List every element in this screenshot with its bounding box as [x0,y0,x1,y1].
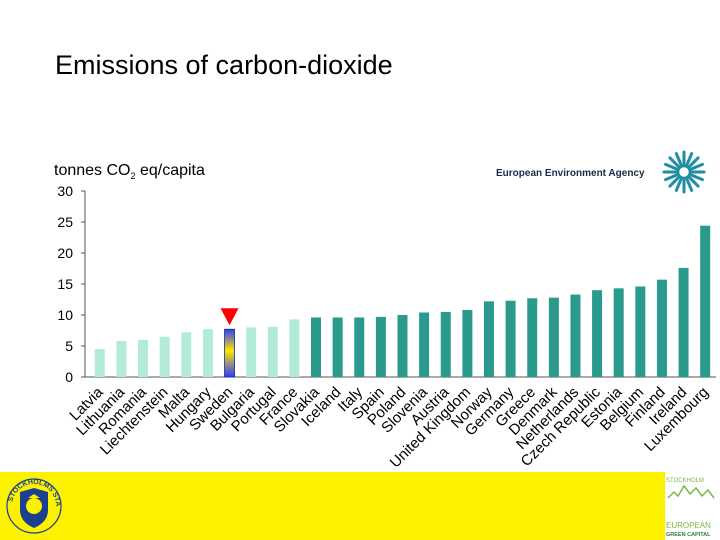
y-tick-label: 30 [57,183,73,199]
bar-iceland [332,317,343,377]
eea-emblem-icon [662,150,706,194]
bar-france [289,319,300,377]
green-capital-line2: EUROPEAN [666,521,711,530]
y-tick-label: 20 [57,245,73,261]
bar-ireland [678,267,689,377]
green-capital-line1: STOCKHOLM [666,478,704,484]
emblem-ray [668,156,680,168]
bar-malta [181,332,192,377]
bar-finland [656,279,667,377]
emblem-ray [664,173,679,182]
stockholm-crest-icon: STOCKHOLMS STAD [4,474,62,534]
y-axis-label: tonnes CO2 eq/capita [54,162,205,181]
bar-slovenia [419,312,430,377]
emblem-ray [685,152,694,167]
bar-italy [354,317,365,377]
footer-band: STOCKHOLMS STAD STOCKHOLM EUROPEAN GREEN… [0,472,720,540]
bar-norway [483,301,494,377]
agency-name: European Environment Agency [496,168,645,179]
y-tick-label: 0 [65,369,73,385]
emblem-ray [664,162,679,171]
emissions-chart: tonnes CO2 eq/capita 0 5 10 15 20 25 30 Latvia… [54,150,716,471]
bar-hungary [202,329,213,377]
emblem-ray [685,177,694,192]
bar-sweden [224,328,235,378]
bar-latvia [94,349,105,377]
bar-luxembourg [700,225,711,377]
bar-slovakia [311,317,322,377]
bar-czech-republic [592,290,603,377]
bar-united-kingdom [462,310,473,377]
emblem-ray [689,173,704,182]
bar-liechtenstein [159,336,170,377]
green-capital-line3: GREEN CAPITAL [666,532,711,538]
bar-belgium [635,286,646,377]
bar-estonia [613,288,624,377]
bar-austria [440,311,451,377]
bar-spain [375,316,386,377]
bar-romania [138,339,149,377]
y-tick-label: 10 [57,307,73,323]
emblem-ray [688,176,700,188]
emblem-ray [668,176,680,188]
bar-poland [397,315,408,377]
bar-denmark [548,297,559,377]
emblem-ray [674,177,683,192]
bar-germany [505,300,516,377]
bar-group [94,225,711,378]
bar-greece [527,298,538,377]
emblem-center [676,164,692,180]
emblem-ray [688,156,700,168]
emblem-ray [674,152,683,167]
bar-lithuania [116,341,127,377]
x-tick-labels: LatviaLithuaniaRomaniaLiechtensteinMalta… [66,383,712,471]
bar-bulgaria [246,327,257,377]
y-tick-label: 5 [65,338,73,354]
y-tick-label: 15 [57,276,73,292]
green-capital-logo: STOCKHOLM EUROPEAN GREEN CAPITAL [666,478,715,538]
emblem-ray [689,162,704,171]
bar-portugal [267,326,278,377]
yellow-band [0,472,665,540]
highlight-marker-icon [220,308,239,326]
slide-title: Emissions of carbon-dioxide [55,50,393,80]
bar-netherlands [570,294,581,377]
y-tick-label: 25 [57,214,73,230]
eea-logo: European Environment Agency [496,150,706,194]
